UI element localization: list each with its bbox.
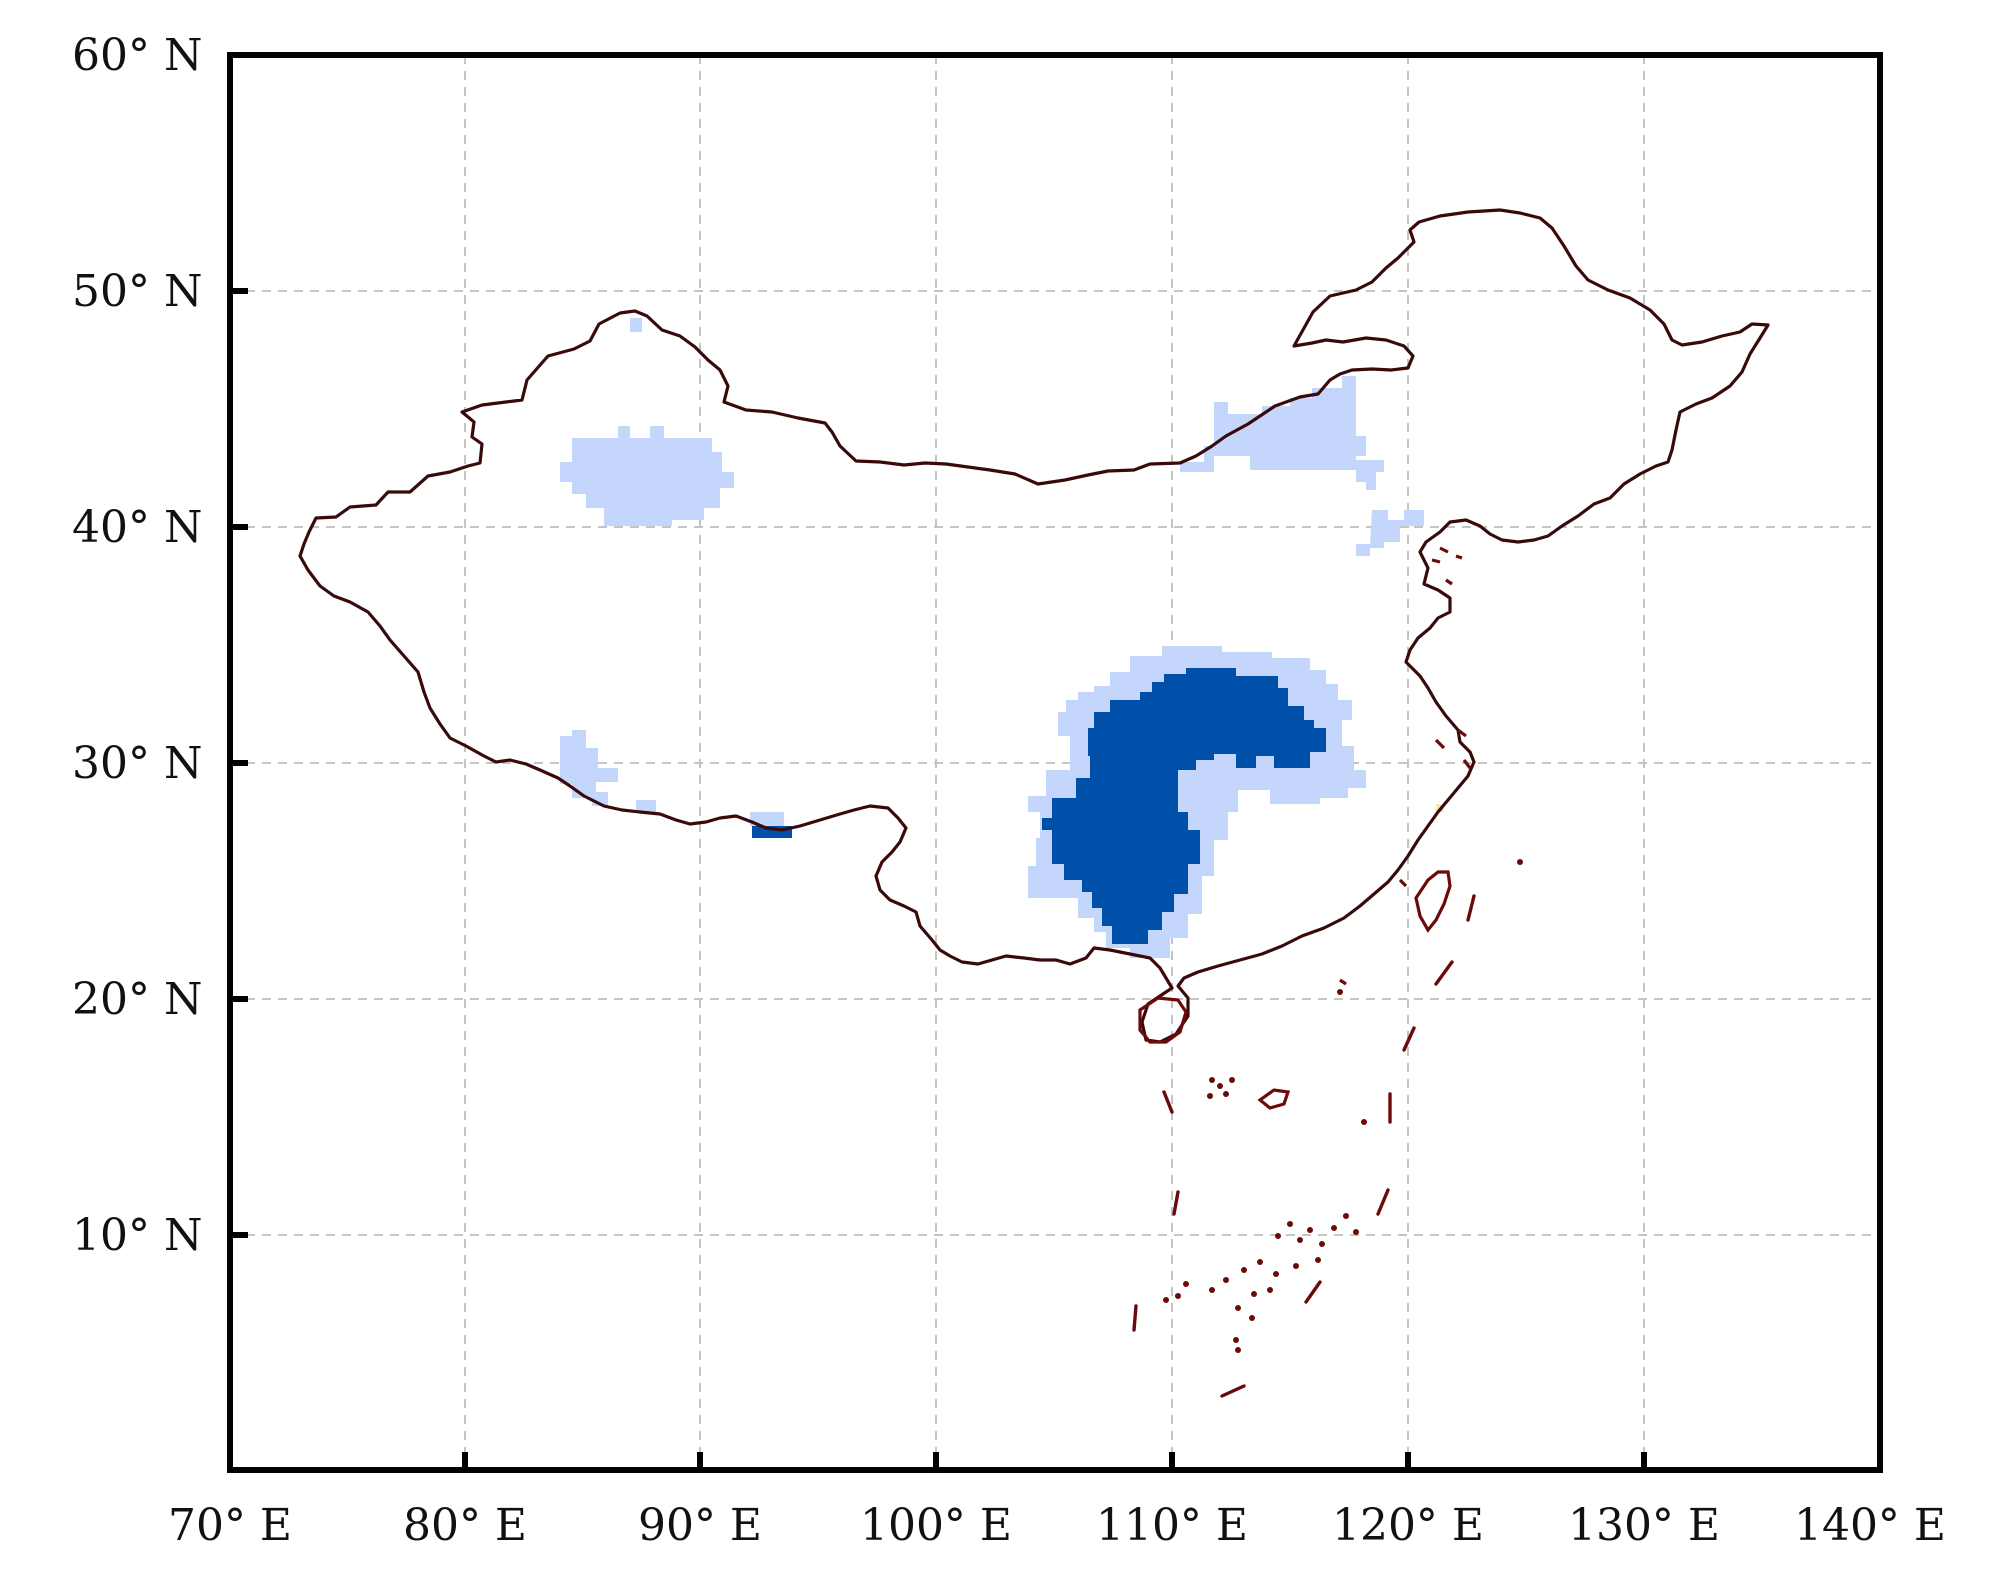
island-dot [1273, 1271, 1279, 1277]
x-tick-label-90e: 90° E [638, 1500, 762, 1551]
dash-segment [1376, 1188, 1390, 1216]
island-dot [1257, 1259, 1263, 1265]
y-axis-labels: 10° N 20° N 30° N 40° N 50° N 60° N [72, 30, 202, 1261]
y-tick-label-10n: 10° N [72, 1210, 202, 1261]
island-dot [1241, 1267, 1247, 1273]
island-dot [1249, 1315, 1255, 1321]
light-region-north-tip [630, 318, 642, 332]
taiwan-island [1414, 870, 1452, 933]
dash-segment [1304, 1280, 1322, 1304]
island-dot [1163, 1297, 1169, 1303]
coastal-islands [1138, 546, 1472, 1110]
hainan-island [1138, 996, 1188, 1044]
gridlines [230, 55, 1880, 1470]
dash-segment [1434, 960, 1454, 986]
dash-segment [1172, 1190, 1180, 1216]
y-tick-label-30n: 30° N [72, 738, 202, 789]
x-tick-label-80e: 80° E [403, 1500, 527, 1551]
coast-dots-east [1339, 546, 1472, 986]
island-dot [1293, 1263, 1299, 1269]
island-dot [1517, 859, 1523, 865]
island-dot [1209, 1287, 1215, 1293]
island-dot [1337, 989, 1343, 995]
nine-dash-line [1132, 894, 1476, 1398]
light-region-southwest-spot [636, 800, 656, 812]
x-axis-labels: 70° E 80° E 90° E 100° E 110° E 120° E 1… [168, 1500, 1946, 1551]
y-tick-label-40n: 40° N [72, 502, 202, 553]
light-shaded-regions [560, 318, 1444, 958]
light-region-northwest [560, 426, 734, 526]
dash-segment [1132, 1304, 1138, 1332]
x-tick-label-100e: 100° E [860, 1500, 1012, 1551]
light-region-himalaya [750, 812, 784, 826]
island-dot [1319, 1241, 1325, 1247]
y-tick-label-60n: 60° N [72, 30, 202, 81]
x-tick-label-70e: 70° E [168, 1500, 292, 1551]
dash-segment [1466, 894, 1476, 922]
dash-segment [1402, 1026, 1416, 1052]
paracel-island [1257, 1088, 1291, 1110]
light-region-bohai [1356, 510, 1424, 556]
island-dot [1353, 1229, 1359, 1235]
island-dot [1233, 1337, 1239, 1343]
island-dot [1209, 1077, 1215, 1083]
island-dot [1217, 1083, 1223, 1089]
dash-segment [1162, 1090, 1174, 1114]
island-dot [1207, 1093, 1213, 1099]
island-dot [1251, 1291, 1257, 1297]
y-tick-label-20n: 20° N [72, 974, 202, 1025]
dark-region-central-south [1042, 668, 1326, 944]
island-dot [1275, 1233, 1281, 1239]
light-region-southwest [560, 730, 618, 806]
y-tick-label-50n: 50° N [72, 266, 202, 317]
island-dot [1175, 1293, 1181, 1299]
dash-segment [1220, 1384, 1246, 1398]
x-tick-label-140e: 140° E [1794, 1500, 1946, 1551]
island-dot [1235, 1347, 1241, 1353]
island-dot [1297, 1237, 1303, 1243]
island-dot [1331, 1225, 1337, 1231]
island-dot [1343, 1213, 1349, 1219]
island-dot [1223, 1277, 1229, 1283]
tick-marks [230, 288, 1647, 1470]
light-region-north [1180, 376, 1366, 472]
x-tick-label-110e: 110° E [1096, 1500, 1248, 1551]
island-dot [1235, 1305, 1241, 1311]
south-china-sea-islands [1163, 859, 1523, 1353]
island-dot [1229, 1077, 1235, 1083]
island-dot [1315, 1257, 1321, 1263]
island-dot [1223, 1091, 1229, 1097]
light-region-north-small [1356, 460, 1384, 490]
x-tick-label-130e: 130° E [1568, 1500, 1720, 1551]
island-dot [1361, 1119, 1367, 1125]
x-tick-label-120e: 120° E [1332, 1500, 1484, 1551]
island-dot [1307, 1227, 1313, 1233]
island-dot [1267, 1287, 1273, 1293]
island-dot [1183, 1281, 1189, 1287]
island-dot [1287, 1221, 1293, 1227]
country-border [298, 208, 1770, 1044]
